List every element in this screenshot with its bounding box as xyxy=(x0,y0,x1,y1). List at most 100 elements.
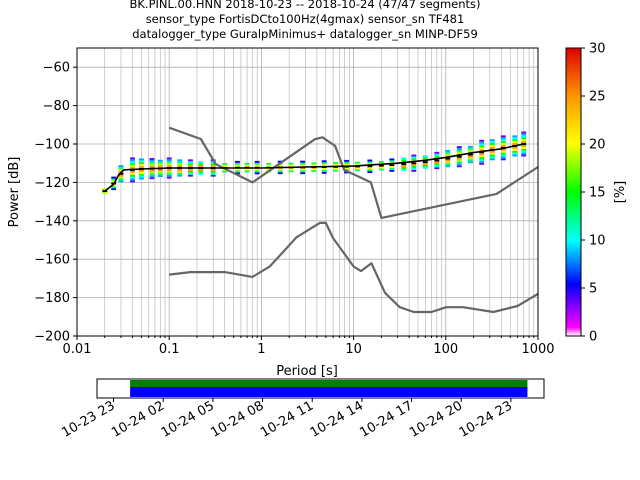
psd-cell xyxy=(149,173,155,176)
psd-cell xyxy=(467,147,473,150)
psd-cell xyxy=(130,176,135,179)
psd-cell xyxy=(367,161,373,164)
psd-cell xyxy=(300,170,306,173)
psd-cell xyxy=(434,161,440,164)
time-tick-label: 10-24 23 xyxy=(457,398,515,440)
time-tick-label: 10-23 23 xyxy=(59,398,117,440)
psd-cell xyxy=(166,172,172,175)
psd-cell xyxy=(489,139,495,142)
time-tick-label: 10-24 08 xyxy=(208,398,266,440)
psd-cell xyxy=(422,164,428,167)
psd-cell xyxy=(445,165,451,168)
psd-cell xyxy=(130,167,135,169)
psd-cell xyxy=(210,161,216,164)
psd-cell xyxy=(521,131,527,134)
colorbar-label: [%] xyxy=(613,181,628,204)
psd-cell xyxy=(467,145,473,148)
psd-cell xyxy=(521,144,527,147)
psd-cell xyxy=(254,172,260,175)
chart-title-line-2: sensor_type FortisDCto100Hz(4gmax) senso… xyxy=(145,12,465,26)
psd-cell xyxy=(177,172,183,175)
psd-cell xyxy=(467,161,473,164)
psd-cell xyxy=(422,157,428,160)
psd-cell xyxy=(111,188,117,191)
psd-cell xyxy=(354,169,360,172)
psd-cell xyxy=(188,163,193,166)
psd-cell xyxy=(166,168,172,171)
psd-cell xyxy=(479,141,485,144)
psd-cell xyxy=(277,164,283,167)
psd-cell xyxy=(401,159,407,162)
psd-cell xyxy=(321,162,327,165)
psd-cell xyxy=(157,165,163,168)
psd-cell xyxy=(456,159,462,162)
psd-cell xyxy=(254,162,260,165)
psd-cell xyxy=(102,192,108,194)
y-tick-label: −200 xyxy=(34,330,70,345)
psd-cell xyxy=(235,160,240,163)
psd-cell xyxy=(411,162,417,165)
psd-cell xyxy=(138,171,144,174)
psd-cell xyxy=(188,168,193,171)
psd-cell xyxy=(166,165,172,168)
psd-cell xyxy=(445,159,451,162)
y-tick-label: −120 xyxy=(34,176,70,191)
psd-cell xyxy=(157,171,163,174)
psd-cell xyxy=(177,161,183,164)
psd-cell xyxy=(467,155,473,158)
psd-cell xyxy=(521,148,527,151)
x-tick-label: 10 xyxy=(345,342,362,357)
psd-cell xyxy=(367,171,373,173)
psd-cell xyxy=(521,152,527,155)
psd-cell xyxy=(401,157,407,160)
psd-cell xyxy=(149,175,155,178)
psd-cell xyxy=(118,176,124,179)
psd-cell xyxy=(321,168,327,170)
psd-cell xyxy=(445,163,451,166)
psd-cell xyxy=(254,170,260,173)
colorbar-tick-label: 20 xyxy=(589,138,606,153)
psd-cell xyxy=(130,163,135,166)
psd-cell xyxy=(434,163,440,166)
psd-cell xyxy=(118,180,124,183)
psd-cell xyxy=(130,159,135,162)
psd-cell xyxy=(138,160,144,163)
psd-cell xyxy=(489,154,495,157)
psd-cell xyxy=(456,165,462,168)
grid-lines xyxy=(77,48,538,337)
psd-cell xyxy=(130,157,135,160)
psd-cell xyxy=(389,164,395,167)
psd-cell xyxy=(149,169,155,172)
psd-cell xyxy=(166,174,172,177)
psd-cell xyxy=(300,168,306,171)
y-tick-label: −80 xyxy=(43,99,70,114)
psd-cell xyxy=(166,163,172,166)
psd-cell xyxy=(500,139,506,142)
psd-cell xyxy=(138,162,144,165)
psd-cell xyxy=(210,168,216,171)
psd-cell xyxy=(500,156,506,159)
x-axis-ticks: 0.01 0.1 1 10 100 1000 xyxy=(63,336,555,357)
psd-cell xyxy=(166,159,172,162)
mode-trace-line xyxy=(104,143,524,192)
psd-cell xyxy=(210,170,216,173)
y-axis-label: Power [dB] xyxy=(7,157,22,228)
psd-cell xyxy=(149,163,155,166)
psd-cell xyxy=(500,137,506,140)
availability-segment-top xyxy=(130,380,528,387)
psd-cell xyxy=(512,146,518,149)
psd-cell xyxy=(500,152,506,155)
psd-cell xyxy=(149,158,155,160)
psd-cell xyxy=(188,170,193,173)
psd-cell xyxy=(479,155,485,158)
psd-cell xyxy=(333,167,339,170)
psd-cell xyxy=(333,163,339,166)
noise-model-high-line xyxy=(168,126,538,219)
psd-cell xyxy=(130,178,135,181)
psd-cell xyxy=(130,161,135,164)
psd-cell xyxy=(411,164,417,167)
x-tick-label: 100 xyxy=(433,342,458,357)
psd-cell xyxy=(434,155,440,158)
psd-cell xyxy=(277,168,283,171)
